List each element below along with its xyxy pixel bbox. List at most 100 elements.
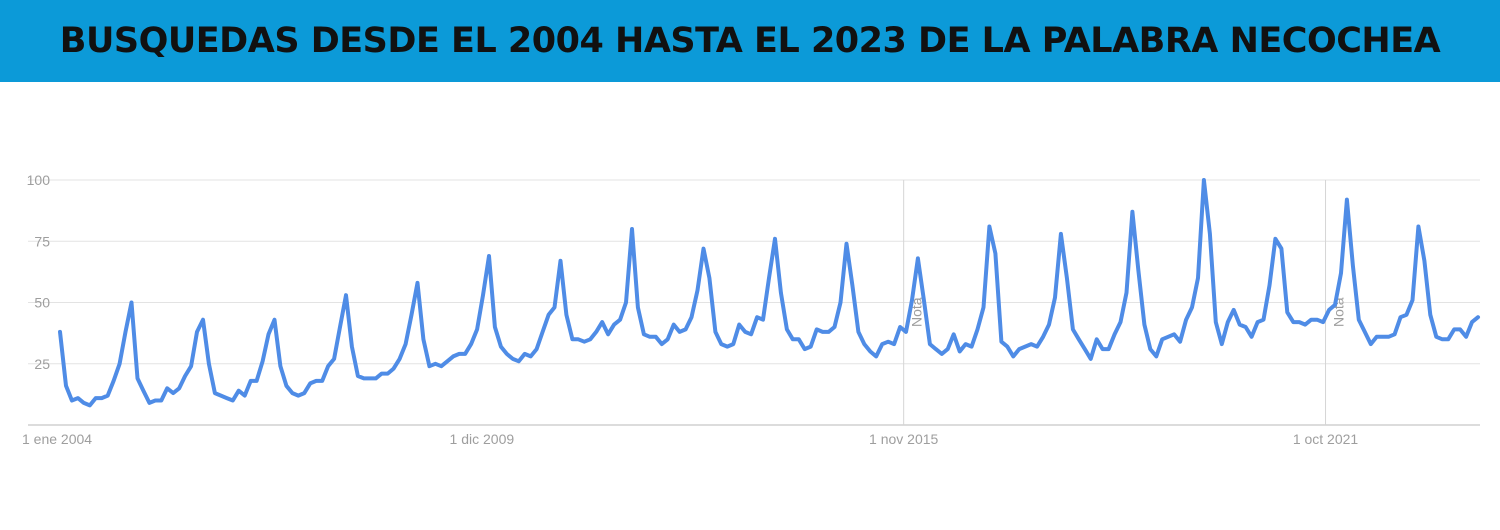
- data-point: [935, 348, 937, 350]
- data-point: [750, 333, 752, 335]
- data-point: [655, 336, 657, 338]
- data-point: [1423, 260, 1425, 262]
- data-point: [160, 399, 162, 402]
- data-point: [357, 375, 359, 377]
- data-point: [196, 331, 198, 333]
- data-point: [685, 328, 687, 330]
- data-point: [637, 306, 639, 308]
- data-point: [1125, 292, 1128, 294]
- data-point: [1322, 321, 1324, 323]
- y-tick-label: 50: [34, 295, 50, 311]
- data-point: [899, 326, 901, 328]
- data-point: [166, 387, 168, 389]
- data-point: [1185, 319, 1187, 321]
- data-point: [1143, 324, 1145, 326]
- data-point: [393, 368, 395, 370]
- data-point: [321, 380, 323, 382]
- data-point: [518, 360, 520, 362]
- data-point: [571, 338, 574, 340]
- data-point: [994, 252, 997, 255]
- data-point: [1268, 284, 1271, 286]
- data-point: [1114, 333, 1116, 335]
- x-tick-label: 1 dic 2009: [450, 431, 515, 447]
- data-point: [1262, 319, 1265, 321]
- data-point: [1030, 343, 1032, 345]
- data-point: [1131, 211, 1133, 213]
- data-point: [1119, 321, 1122, 323]
- data-point: [869, 350, 871, 353]
- data-point: [1227, 321, 1229, 323]
- data-point: [661, 343, 663, 345]
- data-point: [911, 299, 913, 301]
- x-tick-label: 1 ene 2004: [22, 431, 92, 447]
- data-point: [690, 316, 693, 318]
- data-point: [839, 301, 842, 304]
- data-point: [1310, 319, 1312, 321]
- data-point: [1078, 338, 1080, 340]
- data-point: [1417, 225, 1419, 228]
- data-point: [982, 306, 985, 308]
- data-point: [667, 338, 669, 340]
- data-point: [113, 380, 115, 382]
- data-point: [619, 319, 621, 321]
- data-point: [89, 404, 91, 406]
- data-point: [1435, 336, 1437, 338]
- data-point: [941, 353, 943, 355]
- data-point: [530, 355, 532, 357]
- data-point: [506, 353, 508, 355]
- series-line: [58, 178, 1480, 408]
- data-point: [1149, 348, 1151, 350]
- data-point: [1459, 328, 1461, 330]
- data-point: [1090, 358, 1092, 360]
- data-point: [1304, 324, 1306, 326]
- data-point: [1072, 328, 1074, 330]
- data-point: [786, 328, 788, 330]
- data-point: [1471, 321, 1473, 323]
- data-point: [369, 377, 371, 379]
- y-tick-label: 100: [27, 172, 51, 188]
- data-point: [488, 255, 490, 257]
- data-point: [976, 328, 979, 330]
- data-point: [1286, 311, 1288, 313]
- data-point: [768, 277, 770, 279]
- data-point: [1018, 348, 1020, 350]
- data-point: [1179, 341, 1181, 343]
- data-point: [1161, 338, 1163, 340]
- data-point: [1477, 316, 1479, 318]
- data-point: [1370, 343, 1372, 345]
- data-point: [1328, 309, 1330, 311]
- data-point: [351, 346, 353, 348]
- data-point: [1084, 348, 1086, 350]
- data-point: [726, 346, 728, 348]
- data-point: [887, 341, 889, 343]
- data-point: [988, 225, 991, 228]
- data-point: [959, 350, 961, 353]
- data-point: [1155, 355, 1157, 357]
- data-point: [1137, 270, 1139, 272]
- data-point: [881, 343, 883, 345]
- data-point: [1000, 341, 1003, 343]
- data-point: [1257, 321, 1259, 323]
- data-point: [601, 321, 603, 323]
- data-point: [1096, 338, 1098, 340]
- data-point: [399, 358, 401, 360]
- data-point: [1411, 299, 1414, 301]
- data-point: [1060, 233, 1062, 235]
- data-point: [774, 238, 776, 240]
- data-point: [452, 355, 454, 357]
- data-point: [315, 380, 317, 382]
- y-tick-label: 25: [34, 356, 50, 372]
- data-point: [804, 348, 806, 350]
- data-point: [363, 377, 365, 379]
- data-point: [267, 333, 270, 335]
- data-point: [548, 314, 550, 316]
- data-point: [1006, 346, 1008, 348]
- data-point: [780, 292, 782, 294]
- chart-area: Nota Nota 25 50 75 100 1 ene 2004 1 dic 2009 1…: [0, 82, 1500, 525]
- data-point: [1388, 336, 1390, 338]
- data-point: [696, 289, 699, 291]
- x-axis-ticks: 1 ene 2004 1 dic 2009 1 nov 2015 1 oct 2021: [22, 431, 1358, 447]
- data-point: [1215, 321, 1217, 323]
- data-point: [1245, 326, 1247, 328]
- data-point: [625, 301, 627, 304]
